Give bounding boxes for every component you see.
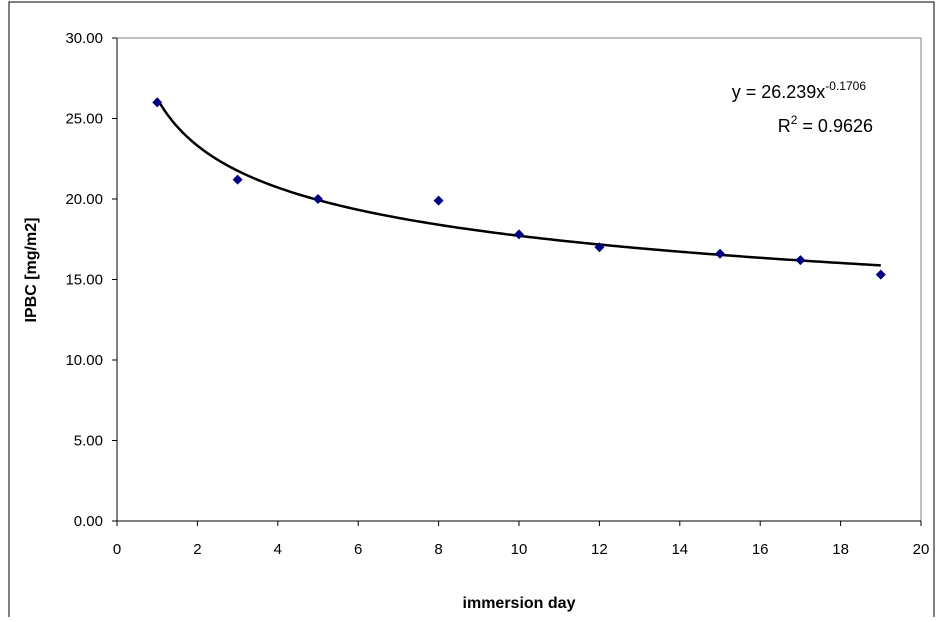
data-point [232, 174, 243, 185]
r-squared-value: = 0.9626 [797, 116, 873, 136]
y-tick-label: 5.00 [74, 433, 103, 450]
data-point [795, 255, 806, 266]
plot-area [116, 37, 922, 522]
y-axis-title: IPBC [mg/m2] [23, 218, 40, 323]
x-tick-label: 6 [354, 541, 362, 558]
equation: y = 26.239x-0.1706 [732, 79, 867, 102]
r-squared-sup: 2 [791, 113, 798, 127]
chart-frame [8, 1, 935, 622]
equation-exponent: -0.1706 [825, 79, 866, 93]
r-squared: R2 = 0.9626 [778, 113, 873, 136]
equation-text: y = 26.239x [732, 82, 826, 102]
x-tick-label: 4 [274, 541, 282, 558]
x-tick-label: 18 [832, 541, 849, 558]
data-point [594, 242, 605, 253]
x-axis-title: immersion day [463, 595, 576, 612]
x-tick-label: 2 [193, 541, 201, 558]
data-point [433, 195, 444, 206]
y-tick-label: 10.00 [65, 352, 103, 369]
trendline [156, 97, 881, 267]
x-tick-label: 20 [913, 541, 930, 558]
y-tick-label: 20.00 [65, 191, 103, 208]
x-tick-label: 12 [591, 541, 608, 558]
x-tick-label: 16 [752, 541, 769, 558]
y-tick-label: 0.00 [74, 513, 103, 530]
data-point [875, 269, 886, 280]
data-point [152, 97, 163, 108]
data-point [313, 194, 323, 204]
x-tick-label: 8 [434, 541, 442, 558]
y-tick-label: 30.00 [65, 30, 103, 47]
y-tick-label: 25.00 [65, 111, 103, 128]
data-point [715, 248, 725, 259]
y-tick-label: 15.00 [65, 272, 103, 289]
data-point [514, 229, 524, 240]
r-squared-letter: R [778, 116, 791, 136]
x-tick-label: 14 [671, 541, 688, 558]
x-tick-label: 10 [511, 541, 528, 558]
x-tick-label: 0 [113, 541, 121, 558]
